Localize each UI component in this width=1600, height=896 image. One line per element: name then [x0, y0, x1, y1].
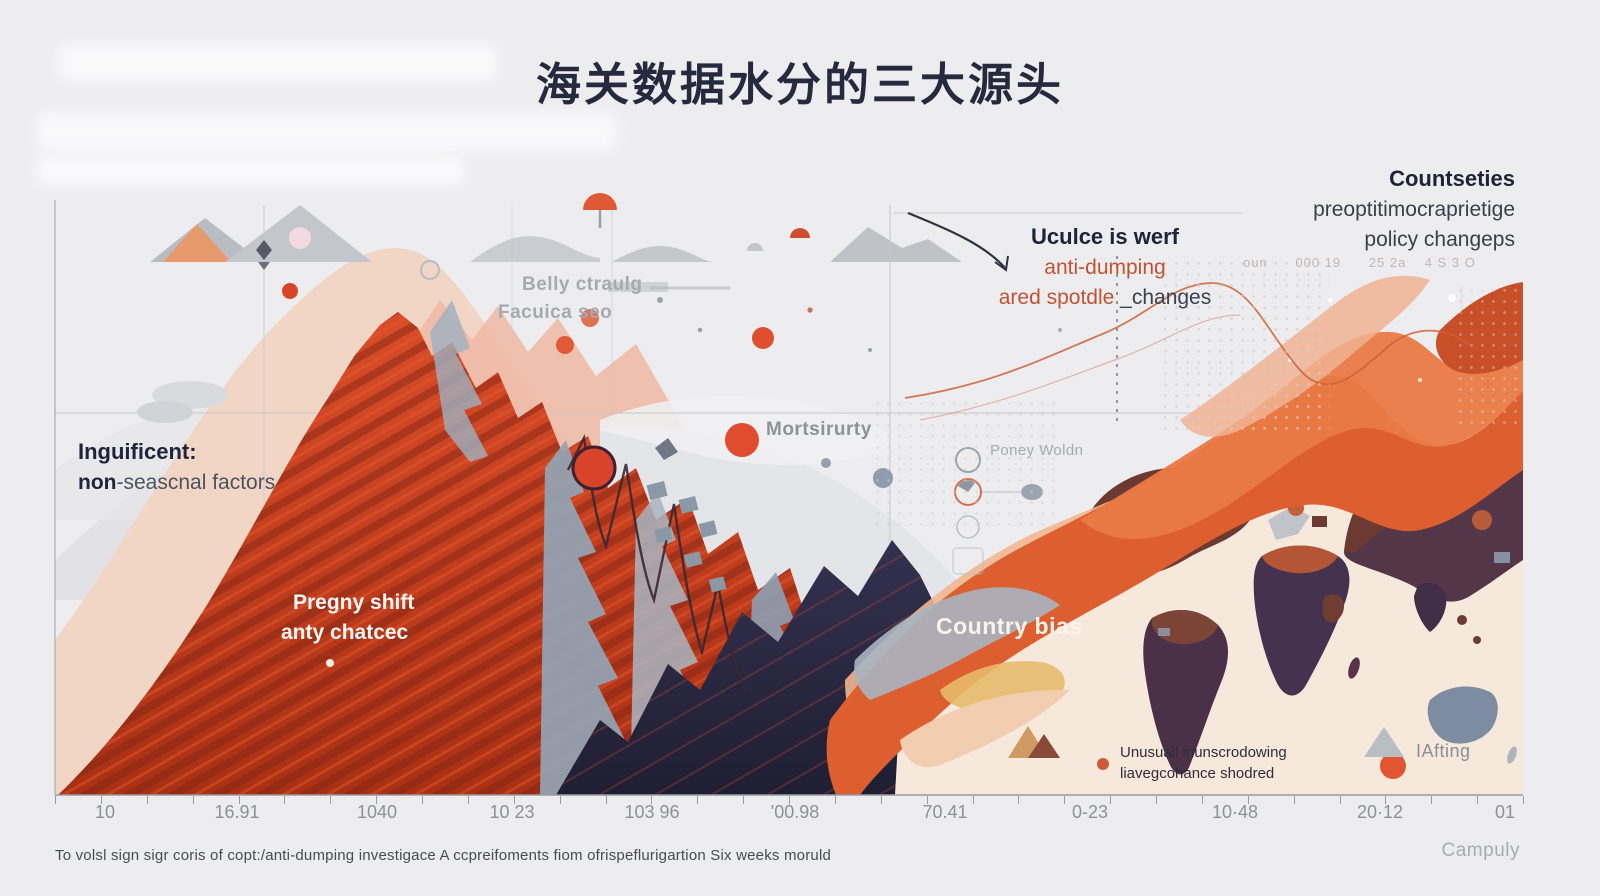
x-tick-label: 70.41 — [922, 802, 968, 822]
footer-caption: To volsl sign sigr coris of copt:/anti-d… — [55, 847, 832, 864]
ghost-watermark — [36, 112, 616, 152]
x-tick-label: '00.98 — [770, 802, 820, 822]
seasonal-rest: -seascnal factors — [116, 470, 276, 494]
x-axis-tick — [284, 796, 286, 804]
x-axis-tick — [834, 796, 836, 804]
scatter-dots — [326, 297, 1406, 779]
shift-line1: Pregny shift — [293, 591, 415, 614]
top-right-title: Countseties — [1389, 166, 1515, 191]
confetti-squares — [646, 438, 727, 593]
x-axis-tick — [880, 796, 882, 804]
x-axis-tick — [697, 796, 699, 804]
callout-arrow — [907, 211, 1009, 272]
x-axis-tick — [651, 796, 653, 804]
x-axis-tick — [192, 796, 194, 804]
x-tick-label: 0-23 — [1071, 802, 1109, 822]
halftone-texture — [872, 398, 1057, 533]
x-axis-tick — [1523, 796, 1524, 804]
halftone-texture — [1455, 285, 1520, 430]
shift-line2: anty chatcec — [281, 621, 409, 645]
mountain-icons — [137, 205, 440, 423]
x-axis-tick — [1156, 796, 1157, 804]
x-axis-ticks — [55, 796, 1524, 805]
ghost-line1: Belly ctraulg — [522, 274, 643, 295]
x-axis-tick — [1201, 796, 1203, 804]
unusual-note: Unusuall inunscrodowing liavegcohance sh… — [1120, 742, 1287, 784]
x-tick-label: 16.91 — [214, 802, 260, 822]
x-axis-tick — [1339, 796, 1341, 804]
x-axis-tick — [789, 796, 790, 804]
shift-label: Pregny shift anty chatcec — [281, 588, 415, 649]
x-tick-label: 20·12 — [1356, 802, 1404, 822]
top-right-note: Countseties preoptitimocraprietige polic… — [1313, 163, 1515, 256]
callout-mixed-line: ared spotdle _changes — [955, 283, 1255, 313]
seasonal-line2: non-seascnal factors — [78, 468, 275, 498]
x-axis-tick — [1110, 796, 1112, 804]
ghost-strip — [581, 282, 730, 327]
x-axis-tick — [146, 796, 148, 804]
x-axis-tick — [1431, 796, 1433, 804]
seasonal-factors-label: Inguificent: non-seascnal factors — [78, 436, 275, 498]
x-axis-tick — [605, 796, 607, 804]
x-axis-tick — [55, 796, 56, 804]
callout-heading: Uculce is werf — [1031, 224, 1179, 249]
x-axis-tick — [1064, 796, 1066, 804]
x-axis-tick — [1477, 796, 1479, 804]
jagged-line-trace — [566, 434, 748, 693]
halftone-texture — [1160, 258, 1330, 433]
x-axis-tick — [1247, 796, 1249, 804]
x-tick-label: 10 — [94, 802, 116, 822]
umbrella-icons — [583, 193, 810, 251]
x-axis-tick — [1018, 796, 1020, 804]
top-right-line3: policy changeps — [1364, 228, 1515, 252]
ghost-watermark — [58, 44, 498, 82]
x-axis-tick — [467, 796, 469, 804]
unusual-line1: Unusuall inunscrodowing — [1120, 744, 1287, 761]
x-axis-tick — [1385, 796, 1387, 804]
x-tick-label: 01 — [1494, 802, 1516, 822]
seasonal-heading: Inguificent: — [78, 439, 197, 464]
callout-accent-part: ared spotdle — [998, 286, 1115, 310]
anti-dumping-callout: Uculce is werf anti-dumping ared spotdle… — [955, 221, 1255, 314]
x-axis-tick — [972, 796, 974, 804]
x-tick-label: 10·48 — [1211, 802, 1259, 822]
mortsirurty-label: Mortsirurty — [766, 419, 872, 440]
x-axis-tick — [926, 796, 928, 804]
x-axis-tick — [513, 796, 515, 804]
faint-number-row: oun 000 19 25 2a 4 S 3 O — [1243, 255, 1476, 270]
unusual-line2: liavegcohance shodred — [1120, 765, 1275, 782]
x-tick-label: 10 23 — [489, 802, 535, 822]
x-axis-tick — [330, 796, 332, 804]
x-axis-tick — [238, 796, 240, 804]
x-axis-tick — [559, 796, 561, 804]
x-axis-tick — [422, 796, 423, 804]
ghost-line2: Facuica seo — [498, 301, 613, 323]
top-right-line2: preoptitimocraprietige — [1313, 197, 1515, 221]
callout-dark-part: _changes — [1114, 286, 1212, 310]
x-axis-tick — [743, 796, 745, 804]
x-axis-tick — [1293, 796, 1295, 804]
x-axis-tick — [376, 796, 378, 804]
callout-accent-line: anti-dumping — [1044, 255, 1166, 279]
ghost-label: Belly ctraulg Facuica seo — [498, 271, 643, 326]
country-bias-label: Country bias — [936, 613, 1083, 639]
lafting-label: IAfting — [1416, 741, 1471, 761]
page-title: 海关数据水分的三大源头 — [535, 59, 1064, 110]
brand-mark: Campuly — [1441, 840, 1520, 861]
x-tick-label: 103 96 — [624, 802, 680, 822]
poney-label: Poney Woldn — [990, 442, 1084, 459]
seasonal-bold-word: non — [78, 470, 117, 494]
x-axis-tick — [100, 796, 102, 804]
ghost-watermark — [36, 156, 466, 186]
x-tick-label: 1040 — [356, 802, 398, 822]
